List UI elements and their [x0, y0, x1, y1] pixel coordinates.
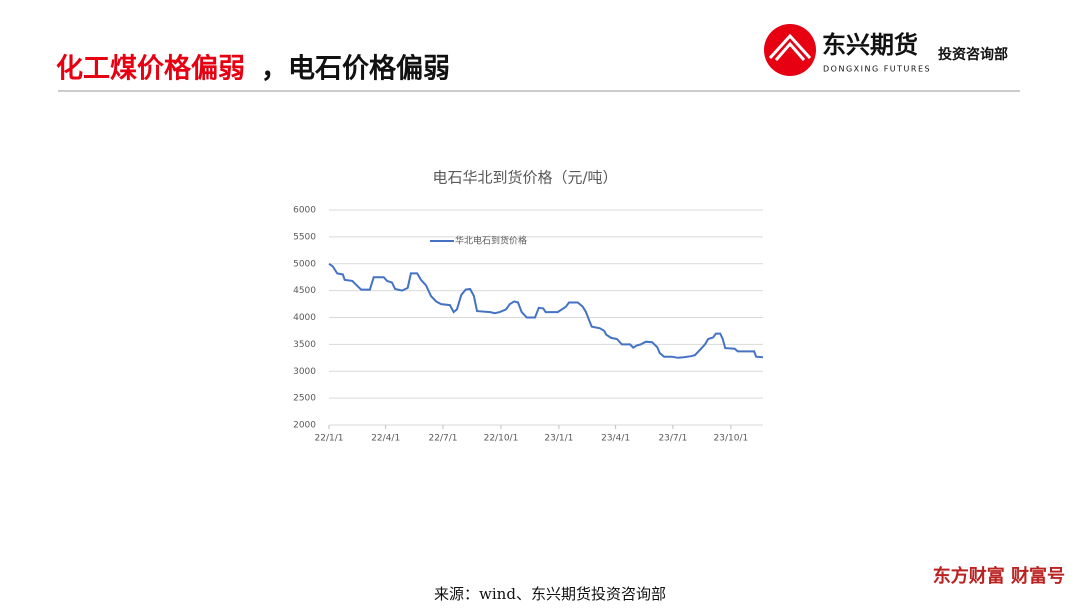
y-tick-label: 4500: [293, 286, 316, 296]
data-line: [328, 262, 764, 359]
x-tick-label: 22/7/1: [429, 434, 458, 444]
legend-label: 华北电石到货价格: [455, 235, 527, 247]
x-tick-label: 23/4/1: [601, 434, 630, 444]
watermark: 东方财富 财富号: [933, 565, 1065, 587]
logo-mark: [764, 24, 816, 76]
logo-dept: 投资咨询部: [938, 46, 1008, 63]
chart-title: 电石华北到货价格（元/吨）: [432, 169, 617, 187]
y-tick-label: 4000: [293, 313, 316, 323]
source: 来源：wind、东兴期货投资咨询部: [434, 585, 666, 603]
x-tick-label: 22/1/1: [315, 434, 344, 444]
y-tick-label: 5000: [293, 259, 316, 269]
y-tick-label: 3500: [293, 340, 316, 350]
x-tick-label: 22/4/1: [371, 434, 400, 444]
y-tick-label: 5500: [293, 232, 316, 242]
chart: 电石华北到货价格（元/吨） 2000 2500 3000 3500 4000 4500 50…: [293, 169, 764, 444]
logo-en: DONGXING FUTURES: [823, 65, 931, 74]
y-tick-label: 6000: [293, 206, 316, 216]
x-tick-label: 23/1/1: [544, 434, 573, 444]
logo-name: 东兴期货: [822, 31, 918, 59]
y-tick-label: 3000: [293, 367, 316, 377]
title-red: 化工煤价格偏弱: [56, 54, 245, 85]
x-tick-label: 23/7/1: [658, 434, 687, 444]
y-tick-label: 2500: [293, 394, 316, 404]
title-black: ，电石价格偏弱: [261, 54, 450, 85]
logo-icon: [768, 33, 812, 61]
x-tick-label: 22/10/1: [484, 434, 519, 444]
y-tick-label: 2000: [293, 421, 316, 431]
x-tick-label: 23/10/1: [714, 434, 749, 444]
